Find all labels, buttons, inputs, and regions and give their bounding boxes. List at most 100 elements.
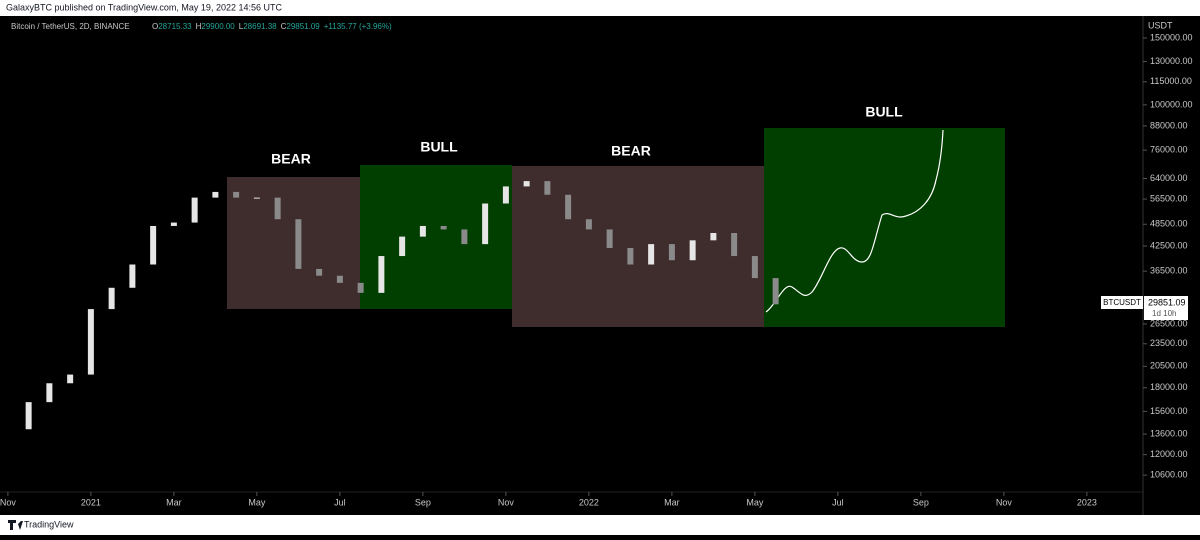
- y-tick-label: 115000.00: [1150, 76, 1192, 86]
- legend: O 28715.33 H 29900.00 L 28691.38 C 29851.09 +113…: [152, 22, 392, 31]
- candle: [108, 287, 115, 310]
- y-tick-label: 88000.00: [1150, 120, 1188, 130]
- x-tick-label: 2022: [579, 497, 599, 507]
- legend-symbol: Bitcoin / TetherUS, 2D, BINANCE: [11, 22, 130, 31]
- box-label: BEAR: [611, 143, 651, 159]
- brand-name: TradingView: [24, 519, 74, 529]
- x-tick-label: May: [248, 497, 266, 507]
- candle: [461, 229, 468, 245]
- candle: [606, 229, 613, 248]
- candle: [25, 402, 32, 430]
- x-tick-label: Mar: [664, 497, 680, 507]
- legend-key: L: [239, 22, 244, 31]
- bull-box: [764, 128, 1005, 327]
- publisher: GalaxyBTC published on TradingView.com, …: [6, 2, 282, 12]
- candle: [46, 383, 53, 403]
- candle: [274, 197, 281, 220]
- price-tag-countdown: 1d 10h: [1152, 309, 1176, 318]
- x-tick-label: 2023: [1077, 497, 1097, 507]
- projection-path: [765, 129, 944, 313]
- candle: [378, 256, 385, 293]
- candle: [233, 191, 240, 198]
- candle: [482, 203, 489, 245]
- box-label: BEAR: [271, 151, 311, 167]
- plot: BEAR BULL BEAR BULL: [25, 104, 1005, 430]
- candle: [627, 247, 634, 265]
- x-tick-label: Jul: [334, 497, 346, 507]
- y-tick-label: 13600.00: [1150, 428, 1188, 438]
- symbol-tag-text: BTCUSDT: [1103, 298, 1141, 307]
- candle: [772, 278, 779, 305]
- y-tick-label: 150000.00: [1150, 32, 1193, 42]
- candle: [191, 197, 198, 223]
- price-tag: [1144, 296, 1188, 320]
- price-tag-value: 29851.09: [1148, 297, 1186, 307]
- candle: [150, 225, 157, 265]
- candle: [212, 191, 219, 198]
- candle: [523, 181, 530, 187]
- legend-value: 28691.38: [243, 22, 277, 31]
- bear-box: [512, 166, 764, 327]
- candle: [419, 225, 426, 237]
- candle: [502, 186, 509, 204]
- candle: [336, 275, 343, 283]
- candle: [585, 219, 592, 230]
- symbol-tag: [1101, 296, 1143, 309]
- brand-logo: [8, 520, 23, 530]
- x-tick-label: Nov: [498, 497, 515, 507]
- y-tick-label: 12000.00: [1150, 449, 1188, 459]
- candle: [440, 225, 447, 230]
- candle: [668, 244, 675, 261]
- candle: [316, 268, 323, 276]
- candle: [648, 244, 655, 265]
- legend-key: H: [196, 22, 202, 31]
- y-tick-label: 48500.00: [1150, 219, 1188, 229]
- y-tick-label: 23500.00: [1150, 338, 1188, 348]
- legend-value: 28715.33: [158, 22, 192, 31]
- candle: [67, 374, 74, 384]
- y-tick-label: 10600.00: [1150, 470, 1188, 480]
- footer: [0, 515, 1200, 535]
- legend-value: 29851.09: [286, 22, 320, 31]
- x-tick-label: Nov: [996, 497, 1013, 507]
- top-bar: [0, 0, 1200, 16]
- y-tick-label: 76000.00: [1150, 145, 1188, 155]
- y-tick-label: 130000.00: [1150, 56, 1193, 66]
- axis-unit: USDT: [1148, 20, 1173, 30]
- x-tick-label: Sep: [913, 497, 929, 507]
- legend-key: O: [152, 22, 158, 31]
- y-tick-label: 15600.00: [1150, 406, 1188, 416]
- candle: [129, 264, 136, 288]
- x-tick-label: May: [746, 497, 764, 507]
- y-tick-label: 26500.00: [1150, 318, 1188, 328]
- x-tick-label: Jul: [832, 497, 844, 507]
- y-tick-label: 42500.00: [1150, 240, 1188, 250]
- legend-value: 29900.00: [201, 22, 235, 31]
- bear-box: [227, 177, 360, 309]
- x-tick-label: Sep: [415, 497, 431, 507]
- candle: [295, 219, 302, 269]
- candle: [357, 282, 364, 293]
- legend-change: +1135.77 (+3.96%): [324, 22, 392, 31]
- legend-key: C: [281, 22, 287, 31]
- candle: [565, 194, 572, 220]
- candle: [170, 222, 177, 226]
- candle: [87, 309, 94, 375]
- candle: [689, 240, 696, 261]
- x-tick-label: Mar: [166, 497, 182, 507]
- x-tick-label: 2021: [81, 497, 101, 507]
- x-tick-label: Nov: [0, 497, 16, 507]
- y-tick-label: 36500.00: [1150, 266, 1188, 276]
- candle: [751, 256, 758, 279]
- y-tick-label: 64000.00: [1150, 173, 1188, 183]
- y-tick-label: 20500.00: [1150, 361, 1188, 371]
- y-tick-label: 56500.00: [1150, 193, 1188, 203]
- box-label: BULL: [420, 139, 458, 155]
- box-label: BULL: [865, 104, 903, 120]
- y-tick-label: 18000.00: [1150, 382, 1188, 392]
- candle: [253, 197, 260, 199]
- candle: [710, 232, 717, 241]
- y-tick-label: 100000.00: [1150, 99, 1193, 109]
- candle: [731, 232, 738, 257]
